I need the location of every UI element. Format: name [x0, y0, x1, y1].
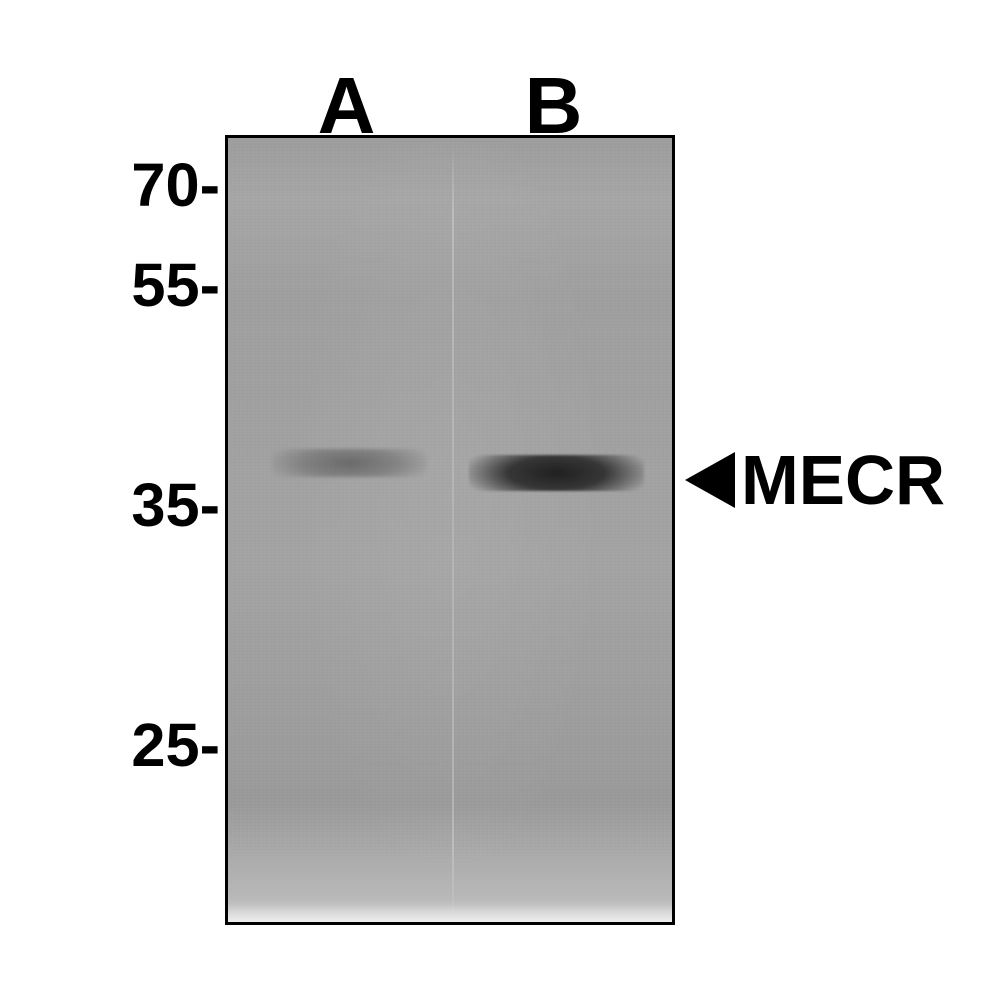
- protein-label-mecr: MECR: [685, 440, 945, 520]
- mw-marker-70: 70-: [0, 149, 220, 220]
- blot-bottom-highlight: [228, 904, 672, 922]
- mw-marker-55: 55-: [0, 249, 220, 320]
- mw-marker-35: 35-: [0, 469, 220, 540]
- blot-membrane: [225, 135, 675, 925]
- band-lane-b: [469, 455, 644, 491]
- band-lane-a: [272, 449, 427, 477]
- blot-background: [228, 138, 672, 922]
- arrow-left-icon: [685, 452, 735, 508]
- mw-marker-25: 25-: [0, 709, 220, 780]
- western-blot-figure: A B 70-55-35-25- MECR: [0, 0, 1000, 1000]
- lane-divider: [452, 138, 454, 922]
- protein-label-text: MECR: [741, 440, 945, 520]
